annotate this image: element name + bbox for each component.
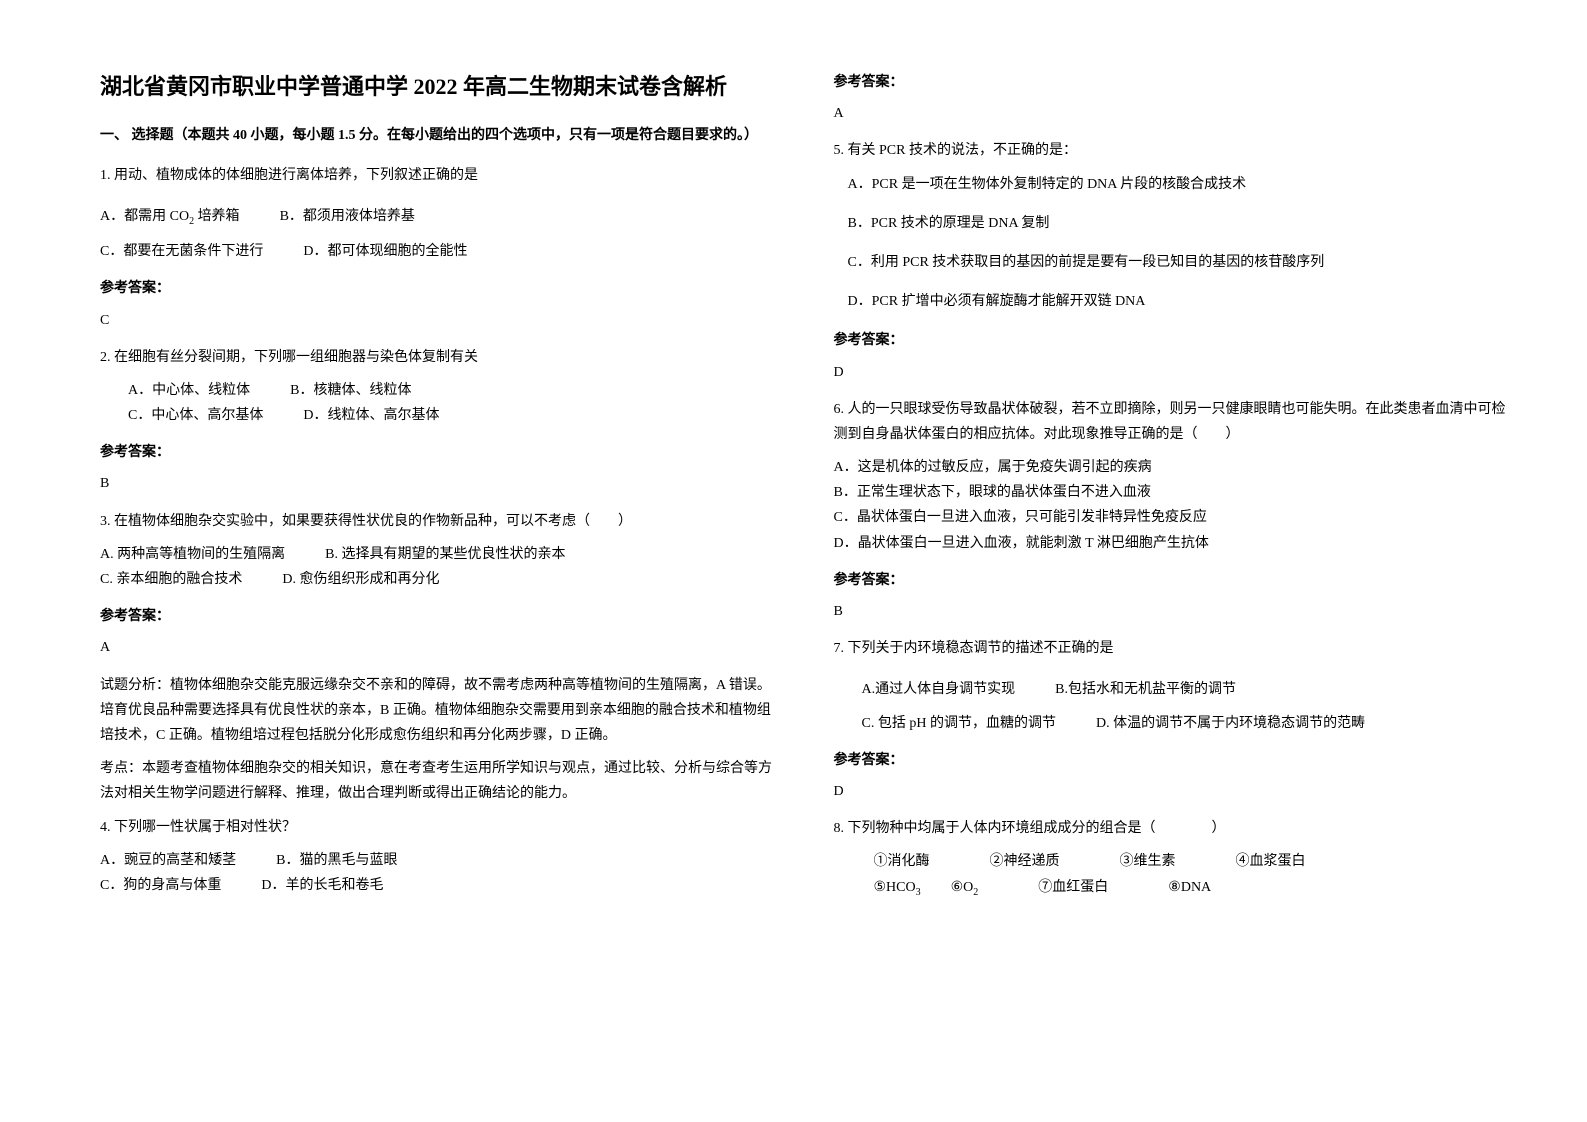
- right-column: 参考答案： A 5. 有关 PCR 技术的说法，不正确的是： A．PCR 是一项…: [834, 70, 1508, 1082]
- q7-answer-label: 参考答案：: [834, 748, 1508, 773]
- q7-option-c: C. 包括 pH 的调节，血糖的调节: [862, 711, 1056, 736]
- q1-options-row1: A．都需用 CO2 培养箱 B．都须用液体培养基: [100, 204, 774, 231]
- q5-answer: D: [834, 360, 1508, 385]
- q2-text: 2. 在细胞有丝分裂间期，下列哪一组细胞器与染色体复制有关: [100, 345, 774, 370]
- q8-i5-pre: ⑤HCO: [874, 880, 916, 895]
- q1-answer: C: [100, 308, 774, 333]
- q8-item-5: ⑤HCO3: [874, 875, 921, 902]
- q8-i6-pre: ⑥O: [951, 880, 974, 895]
- q8-item-8: ⑧DNA: [1168, 875, 1211, 902]
- q3-option-a: A. 两种高等植物间的生殖隔离: [100, 542, 285, 567]
- q4-option-c: C．狗的身高与体重: [100, 873, 221, 898]
- q4-text: 4. 下列哪一性状属于相对性状？: [100, 815, 774, 840]
- q8-i5-sub: 3: [916, 886, 921, 897]
- question-1: 1. 用动、植物成体的体细胞进行离体培养，下列叙述正确的是 A．都需用 CO2 …: [100, 163, 774, 264]
- q4-option-d: D．羊的长毛和卷毛: [261, 873, 383, 898]
- q1-option-d: D．都可体现细胞的全能性: [303, 239, 467, 264]
- q6-answer: B: [834, 599, 1508, 624]
- q2-answer-label: 参考答案：: [100, 440, 774, 465]
- question-5: 5. 有关 PCR 技术的说法，不正确的是： A．PCR 是一项在生物体外复制特…: [834, 138, 1508, 314]
- q2-option-d: D．线粒体、高尔基体: [303, 403, 439, 428]
- q1-option-b: B．都须用液体培养基: [280, 204, 415, 231]
- question-2: 2. 在细胞有丝分裂间期，下列哪一组细胞器与染色体复制有关 A．中心体、线粒体 …: [100, 345, 774, 429]
- q8-item-6: ⑥O2: [951, 875, 979, 902]
- q5-option-b: B．PCR 技术的原理是 DNA 复制: [834, 211, 1508, 236]
- q3-text: 3. 在植物体细胞杂交实验中，如果要获得性状优良的作物新品种，可以不考虑（ ）: [100, 509, 774, 534]
- q4-answer: A: [834, 101, 1508, 126]
- q4-options-row1: A．豌豆的高茎和矮茎 B．猫的黑毛与蓝眼: [100, 848, 774, 873]
- q1-text: 1. 用动、植物成体的体细胞进行离体培养，下列叙述正确的是: [100, 163, 774, 188]
- q7-option-b: B.包括水和无机盐平衡的调节: [1055, 677, 1236, 702]
- q8-items-row1: ①消化酶 ②神经递质 ③维生素 ④血浆蛋白: [834, 849, 1508, 874]
- q5-option-d: D．PCR 扩增中必须有解旋酶才能解开双链 DNA: [834, 289, 1508, 314]
- q2-option-c: C．中心体、高尔基体: [128, 403, 263, 428]
- q5-answer-label: 参考答案：: [834, 328, 1508, 353]
- q8-item-2: ②神经递质: [990, 849, 1060, 874]
- q8-item-7: ⑦血红蛋白: [1038, 875, 1108, 902]
- q2-options-row2: C．中心体、高尔基体 D．线粒体、高尔基体: [100, 403, 774, 428]
- q2-option-b: B．核糖体、线粒体: [290, 378, 411, 403]
- q8-item-1: ①消化酶: [874, 849, 930, 874]
- q4-answer-label: 参考答案：: [834, 70, 1508, 95]
- q1-option-a: A．都需用 CO2 培养箱: [100, 204, 240, 231]
- q7-options-row1: A.通过人体自身调节实现 B.包括水和无机盐平衡的调节: [834, 677, 1508, 702]
- q3-answer-label: 参考答案：: [100, 604, 774, 629]
- q6-option-c: C．晶状体蛋白一旦进入血液，只可能引发非特异性免疫反应: [834, 505, 1508, 530]
- question-8: 8. 下列物种中均属于人体内环境组成成分的组合是（ ） ①消化酶 ②神经递质 ③…: [834, 816, 1508, 901]
- q7-options-row2: C. 包括 pH 的调节，血糖的调节 D. 体温的调节不属于内环境稳态调节的范畴: [834, 711, 1508, 736]
- exam-title: 湖北省黄冈市职业中学普通中学 2022 年高二生物期末试卷含解析: [100, 70, 774, 103]
- q5-text: 5. 有关 PCR 技术的说法，不正确的是：: [834, 138, 1508, 163]
- q7-text: 7. 下列关于内环境稳态调节的描述不正确的是: [834, 636, 1508, 661]
- question-3: 3. 在植物体细胞杂交实验中，如果要获得性状优良的作物新品种，可以不考虑（ ） …: [100, 509, 774, 593]
- q8-text: 8. 下列物种中均属于人体内环境组成成分的组合是（ ）: [834, 816, 1508, 841]
- q3-option-c: C. 亲本细胞的融合技术: [100, 567, 242, 592]
- q4-option-a: A．豌豆的高茎和矮茎: [100, 848, 236, 873]
- q3-options-row2: C. 亲本细胞的融合技术 D. 愈伤组织形成和再分化: [100, 567, 774, 592]
- q7-option-d: D. 体温的调节不属于内环境稳态调节的范畴: [1096, 711, 1365, 736]
- page-container: 湖北省黄冈市职业中学普通中学 2022 年高二生物期末试卷含解析 一、 选择题（…: [100, 70, 1507, 1082]
- q3-option-b: B. 选择具有期望的某些优良性状的亲本: [325, 542, 565, 567]
- q2-option-a: A．中心体、线粒体: [128, 378, 250, 403]
- q6-option-b: B．正常生理状态下，眼球的晶状体蛋白不进入血液: [834, 480, 1508, 505]
- left-column: 湖北省黄冈市职业中学普通中学 2022 年高二生物期末试卷含解析 一、 选择题（…: [100, 70, 774, 1082]
- q8-items-row2: ⑤HCO3 ⑥O2 ⑦血红蛋白 ⑧DNA: [834, 875, 1508, 902]
- q5-option-c: C．利用 PCR 技术获取目的基因的前提是要有一段已知目的基因的核苷酸序列: [834, 250, 1508, 275]
- q3-option-d: D. 愈伤组织形成和再分化: [282, 567, 439, 592]
- q1-optA-tail: 培养箱: [194, 209, 240, 224]
- q3-explanation-2: 考点：本题考查植物体细胞杂交的相关知识，意在考查考生运用所学知识与观点，通过比较…: [100, 756, 774, 806]
- question-7: 7. 下列关于内环境稳态调节的描述不正确的是 A.通过人体自身调节实现 B.包括…: [834, 636, 1508, 736]
- q8-item-3: ③维生素: [1120, 849, 1176, 874]
- section-header: 一、 选择题（本题共 40 小题，每小题 1.5 分。在每小题给出的四个选项中，…: [100, 123, 774, 148]
- q2-answer: B: [100, 471, 774, 496]
- q1-options-row2: C．都要在无菌条件下进行 D．都可体现细胞的全能性: [100, 239, 774, 264]
- q3-answer: A: [100, 635, 774, 660]
- q4-options-row2: C．狗的身高与体重 D．羊的长毛和卷毛: [100, 873, 774, 898]
- q3-explanation-1: 试题分析：植物体细胞杂交能克服远缘杂交不亲和的障碍，故不需考虑两种高等植物间的生…: [100, 673, 774, 749]
- q4-option-b: B．猫的黑毛与蓝眼: [276, 848, 397, 873]
- q6-option-a: A．这是机体的过敏反应，属于免疫失调引起的疾病: [834, 455, 1508, 480]
- question-4: 4. 下列哪一性状属于相对性状？ A．豌豆的高茎和矮茎 B．猫的黑毛与蓝眼 C．…: [100, 815, 774, 899]
- q7-option-a: A.通过人体自身调节实现: [862, 677, 1016, 702]
- q5-option-a: A．PCR 是一项在生物体外复制特定的 DNA 片段的核酸合成技术: [834, 172, 1508, 197]
- q6-answer-label: 参考答案：: [834, 568, 1508, 593]
- q1-optA-pre: A．都需用 CO: [100, 209, 189, 224]
- q6-option-d: D．晶状体蛋白一旦进入血液，就能刺激 T 淋巴细胞产生抗体: [834, 531, 1508, 556]
- q8-item-4: ④血浆蛋白: [1236, 849, 1306, 874]
- q1-option-c: C．都要在无菌条件下进行: [100, 239, 263, 264]
- q7-answer: D: [834, 779, 1508, 804]
- q8-i6-sub: 2: [973, 886, 978, 897]
- question-6: 6. 人的一只眼球受伤导致晶状体破裂，若不立即摘除，则另一只健康眼睛也可能失明。…: [834, 397, 1508, 556]
- q6-text: 6. 人的一只眼球受伤导致晶状体破裂，若不立即摘除，则另一只健康眼睛也可能失明。…: [834, 397, 1508, 447]
- q1-answer-label: 参考答案：: [100, 276, 774, 301]
- q2-options-row1: A．中心体、线粒体 B．核糖体、线粒体: [100, 378, 774, 403]
- q3-options-row1: A. 两种高等植物间的生殖隔离 B. 选择具有期望的某些优良性状的亲本: [100, 542, 774, 567]
